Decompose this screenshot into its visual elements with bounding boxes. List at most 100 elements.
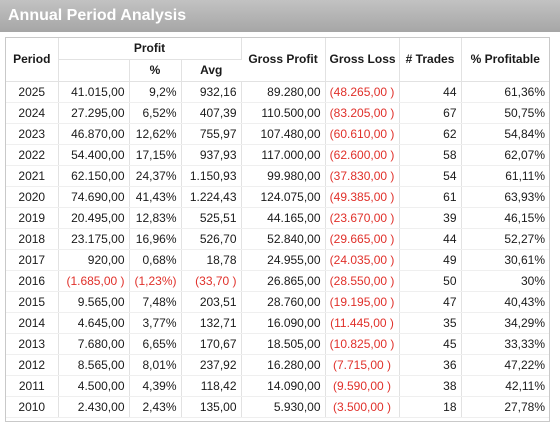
period-cell: 2022 [6, 144, 59, 166]
profit-cell: 54.400,00 [58, 144, 130, 166]
trades-cell: 47 [399, 291, 462, 313]
profit-cell: 2.430,00 [58, 396, 130, 418]
gross-loss-header[interactable]: Gross Loss [325, 38, 400, 82]
profit-avg-cell: 937,93 [181, 144, 242, 166]
gross-profit-cell: 99.980,00 [241, 165, 326, 187]
table-row[interactable]: 2014 4.645,00 3,77% 132,71 16.090,00 (11.445,… [6, 312, 549, 334]
profit-cell: 8.565,00 [58, 354, 130, 376]
trades-cell: 38 [399, 375, 462, 397]
profit-pct-cell: 41,43% [129, 186, 182, 208]
gross-profit-cell: 14.090,00 [241, 375, 326, 397]
profit-avg-cell: 203,51 [181, 291, 242, 313]
gross-loss-cell: (11.445,00 ) [325, 312, 400, 334]
pct-profitable-cell: 61,11% [461, 165, 549, 187]
pct-profitable-header[interactable]: % Profitable [461, 38, 549, 82]
trades-cell: 18 [399, 396, 462, 418]
table-row[interactable]: 2021 62.150,00 24,37% 1.150,93 99.980,00 (37.… [6, 165, 549, 187]
table-row[interactable]: 2018 23.175,00 16,96% 526,70 52.840,00 (29.66… [6, 228, 549, 250]
pct-profitable-cell: 30,61% [461, 249, 549, 271]
period-cell: 2017 [6, 249, 59, 271]
profit-cell: 4.645,00 [58, 312, 130, 334]
gross-profit-cell: 52.840,00 [241, 228, 326, 250]
gross-profit-cell: 16.280,00 [241, 354, 326, 376]
period-cell: 2021 [6, 165, 59, 187]
profit-cell: 27.295,00 [58, 102, 130, 124]
gross-profit-header[interactable]: Gross Profit [241, 38, 326, 82]
gross-profit-cell: 110.500,00 [241, 102, 326, 124]
annual-period-table: Period Profit Gross Profit Gross Loss # … [6, 38, 549, 418]
pct-profitable-cell: 42,11% [461, 375, 549, 397]
table-row[interactable]: 2013 7.680,00 6,65% 170,67 18.505,00 (10.825,… [6, 333, 549, 355]
pct-profitable-cell: 34,29% [461, 312, 549, 334]
profit-pct-cell: 9,2% [129, 81, 182, 103]
table-row[interactable]: 2025 41.015,00 9,2% 932,16 89.280,00 (48.265,… [6, 81, 549, 103]
profit-avg-cell: 1.224,43 [181, 186, 242, 208]
profit-cell: 20.495,00 [58, 207, 130, 229]
profit-avg-cell: 526,70 [181, 228, 242, 250]
gross-profit-cell: 24.955,00 [241, 249, 326, 271]
gross-loss-cell: (29.665,00 ) [325, 228, 400, 250]
trades-cell: 67 [399, 102, 462, 124]
table-row[interactable]: 2012 8.565,00 8,01% 237,92 16.280,00 (7.715,0… [6, 354, 549, 376]
pct-profitable-cell: 62,07% [461, 144, 549, 166]
period-header[interactable]: Period [6, 38, 59, 82]
profit-pct-cell: (1,23%) [129, 270, 182, 292]
table-row[interactable]: 2019 20.495,00 12,83% 525,51 44.165,00 (23.67… [6, 207, 549, 229]
profit-avg-cell: 118,42 [181, 375, 242, 397]
gross-profit-cell: 44.165,00 [241, 207, 326, 229]
gross-loss-cell: (9.590,00 ) [325, 375, 400, 397]
profit-pct-cell: 3,77% [129, 312, 182, 334]
table-body: 2025 41.015,00 9,2% 932,16 89.280,00 (48.265,… [6, 81, 549, 418]
table-row[interactable]: 2022 54.400,00 17,15% 937,93 117.000,00 (62.6… [6, 144, 549, 166]
pct-profitable-cell: 46,15% [461, 207, 549, 229]
profit-pct-cell: 6,52% [129, 102, 182, 124]
profit-cell: 62.150,00 [58, 165, 130, 187]
pct-profitable-cell: 27,78% [461, 396, 549, 418]
gross-loss-cell: (37.830,00 ) [325, 165, 400, 187]
profit-header[interactable]: Profit [58, 38, 242, 60]
period-cell: 2024 [6, 102, 59, 124]
profit-avg-cell: (33,70 ) [181, 270, 242, 292]
gross-loss-cell: (83.205,00 ) [325, 102, 400, 124]
pct-profitable-cell: 52,27% [461, 228, 549, 250]
pct-profitable-cell: 63,93% [461, 186, 549, 208]
table-row[interactable]: 2011 4.500,00 4,39% 118,42 14.090,00 (9.590,0… [6, 375, 549, 397]
trades-cell: 58 [399, 144, 462, 166]
trades-cell: 45 [399, 333, 462, 355]
gross-profit-cell: 124.075,00 [241, 186, 326, 208]
window-title: Annual Period Analysis [0, 0, 560, 32]
analysis-table-panel: Period Profit Gross Profit Gross Loss # … [5, 37, 550, 422]
trades-cell: 62 [399, 123, 462, 145]
gross-loss-cell: (49.385,00 ) [325, 186, 400, 208]
table-row[interactable]: 2016 (1.685,00 ) (1,23%) (33,70 ) 26.865,00(… [6, 270, 549, 292]
profit-cell: 9.565,00 [58, 291, 130, 313]
period-cell: 2011 [6, 375, 59, 397]
gross-profit-cell: 28.760,00 [241, 291, 326, 313]
trades-header[interactable]: # Trades [399, 38, 462, 82]
gross-loss-cell: (19.195,00 ) [325, 291, 400, 313]
table-row[interactable]: 2023 46.870,00 12,62% 755,97 107.480,00 (60.6… [6, 123, 549, 145]
gross-profit-cell: 89.280,00 [241, 81, 326, 103]
profit-avg-subheader[interactable]: Avg [181, 59, 242, 82]
trades-cell: 39 [399, 207, 462, 229]
table-row[interactable]: 2020 74.690,00 41,43% 1.224,43 124.075,00 (49… [6, 186, 549, 208]
profit-cell: 23.175,00 [58, 228, 130, 250]
period-cell: 2010 [6, 396, 59, 418]
profit-cell: 920,00 [58, 249, 130, 271]
table-row[interactable]: 2024 27.295,00 6,52% 407,39 110.500,00 (83.20… [6, 102, 549, 124]
profit-avg-cell: 237,92 [181, 354, 242, 376]
trades-cell: 44 [399, 228, 462, 250]
table-row[interactable]: 2010 2.430,00 2,43% 135,00 5.930,00 (3.500,00… [6, 396, 549, 418]
table-row[interactable]: 2017 920,00 0,68% 18,78 24.955,00 (24.035,00 … [6, 249, 549, 271]
trades-cell: 35 [399, 312, 462, 334]
profit-pct-cell: 16,96% [129, 228, 182, 250]
gross-loss-cell: (7.715,00 ) [325, 354, 400, 376]
period-cell: 2013 [6, 333, 59, 355]
profit-pct-subheader[interactable]: % [129, 59, 182, 82]
gross-profit-cell: 16.090,00 [241, 312, 326, 334]
period-cell: 2025 [6, 81, 59, 103]
trades-cell: 61 [399, 186, 462, 208]
gross-loss-cell: (28.550,00 ) [325, 270, 400, 292]
profit-pct-cell: 7,48% [129, 291, 182, 313]
table-row[interactable]: 2015 9.565,00 7,48% 203,51 28.760,00 (19.195,… [6, 291, 549, 313]
